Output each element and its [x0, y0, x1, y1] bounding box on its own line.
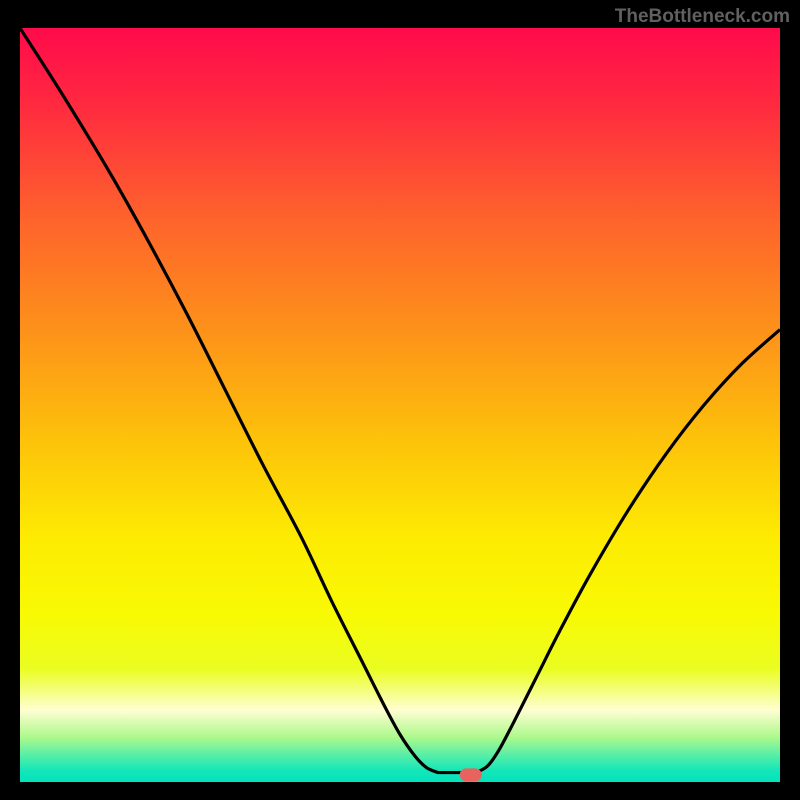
attribution-text: TheBottleneck.com: [615, 6, 790, 28]
plot-background: [20, 28, 780, 782]
bottleneck-chart: [0, 0, 800, 800]
optimal-marker: [460, 768, 482, 781]
